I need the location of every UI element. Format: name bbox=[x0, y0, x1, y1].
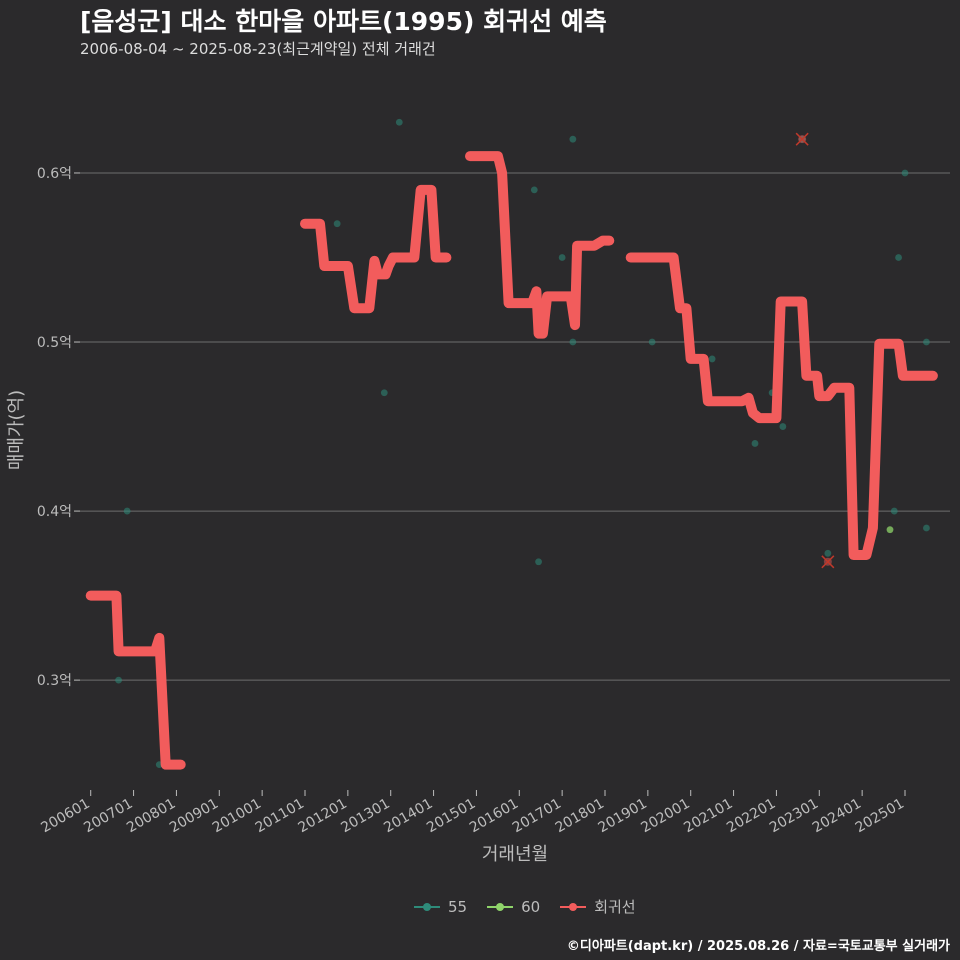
data-point-55 bbox=[333, 220, 341, 228]
data-point-55 bbox=[824, 549, 832, 557]
data-point-55 bbox=[569, 135, 577, 143]
data-point-55 bbox=[380, 389, 388, 397]
x-tick-label: 201401 bbox=[381, 796, 435, 837]
legend-label: 55 bbox=[448, 897, 468, 916]
x-tick-label: 200901 bbox=[167, 796, 221, 837]
regression-line bbox=[300, 184, 452, 314]
x-tick-label: 201901 bbox=[596, 796, 650, 837]
x-tick-label: 201201 bbox=[296, 796, 350, 837]
x-tick-label: 202301 bbox=[767, 796, 821, 837]
x-tick-label: 202201 bbox=[724, 796, 778, 837]
chart-subtitle: 2006-08-04 ~ 2025-08-23(최근계약일) 전체 거래건 bbox=[80, 40, 436, 58]
x-tick-label: 201001 bbox=[210, 796, 264, 837]
chart-title: [음성군] 대소 한마을 아파트(1995) 회귀선 예측 bbox=[80, 7, 607, 36]
x-tick-label: 200801 bbox=[124, 796, 178, 837]
x-tick-label: 202001 bbox=[638, 796, 692, 837]
x-tick-label: 200601 bbox=[38, 796, 92, 837]
y-axis-label: 매매가(억) bbox=[6, 390, 27, 470]
outlier-marker bbox=[821, 555, 835, 569]
data-point-55 bbox=[569, 338, 577, 346]
x-tick-label: 202101 bbox=[681, 796, 735, 837]
y-tick-label: 0.5억 bbox=[37, 335, 72, 351]
regression-line bbox=[85, 590, 186, 770]
source-caption: ©디아파트(dapt.kr) / 2025.08.26 / 자료=국토교통부 실… bbox=[566, 939, 950, 954]
data-point-55 bbox=[923, 524, 930, 532]
legend-item: 회귀선 bbox=[558, 896, 636, 917]
x-tick-label: 201101 bbox=[253, 796, 307, 837]
legend-item: 60 bbox=[485, 897, 540, 917]
data-point-55 bbox=[708, 355, 716, 363]
x-axis-label: 거래년월 bbox=[482, 844, 548, 865]
data-point-55 bbox=[395, 118, 403, 126]
data-point-55 bbox=[901, 169, 909, 177]
x-tick-label: 201601 bbox=[467, 796, 521, 837]
data-point-55 bbox=[123, 507, 131, 515]
data-point-55 bbox=[115, 676, 122, 684]
legend-key-icon bbox=[412, 897, 442, 917]
legend-item: 55 bbox=[412, 897, 467, 917]
x-tick-label: 201301 bbox=[338, 796, 392, 837]
legend-key-icon bbox=[485, 897, 515, 917]
data-point-55 bbox=[535, 558, 542, 566]
data-point-55 bbox=[648, 338, 656, 346]
x-tick-label: 201501 bbox=[424, 796, 478, 837]
x-tick-label: 202501 bbox=[853, 796, 907, 837]
x-tick-label: 202401 bbox=[810, 796, 864, 837]
data-point-55 bbox=[890, 507, 898, 515]
legend: 55 60 회귀선 bbox=[412, 896, 650, 917]
outlier-marker bbox=[795, 132, 809, 146]
y-tick-label: 0.3억 bbox=[37, 673, 72, 689]
data-point-55 bbox=[530, 186, 538, 194]
legend-label: 60 bbox=[521, 897, 541, 916]
x-tick-label: 201701 bbox=[510, 796, 564, 837]
x-tick-label: 201801 bbox=[553, 796, 607, 837]
data-point-60 bbox=[886, 526, 894, 534]
data-point-55 bbox=[779, 423, 787, 430]
regression-line bbox=[625, 252, 938, 560]
y-tick-label: 0.4억 bbox=[37, 504, 72, 520]
legend-label: 회귀선 bbox=[594, 898, 636, 916]
regression-line bbox=[465, 151, 615, 339]
legend-key-icon bbox=[558, 897, 588, 917]
x-tick-label: 200701 bbox=[81, 796, 135, 837]
data-point-55 bbox=[558, 254, 566, 261]
data-point-55 bbox=[895, 254, 902, 261]
y-tick-label: 0.6억 bbox=[37, 166, 72, 182]
data-point-55 bbox=[751, 440, 759, 447]
data-point-55 bbox=[923, 338, 930, 346]
